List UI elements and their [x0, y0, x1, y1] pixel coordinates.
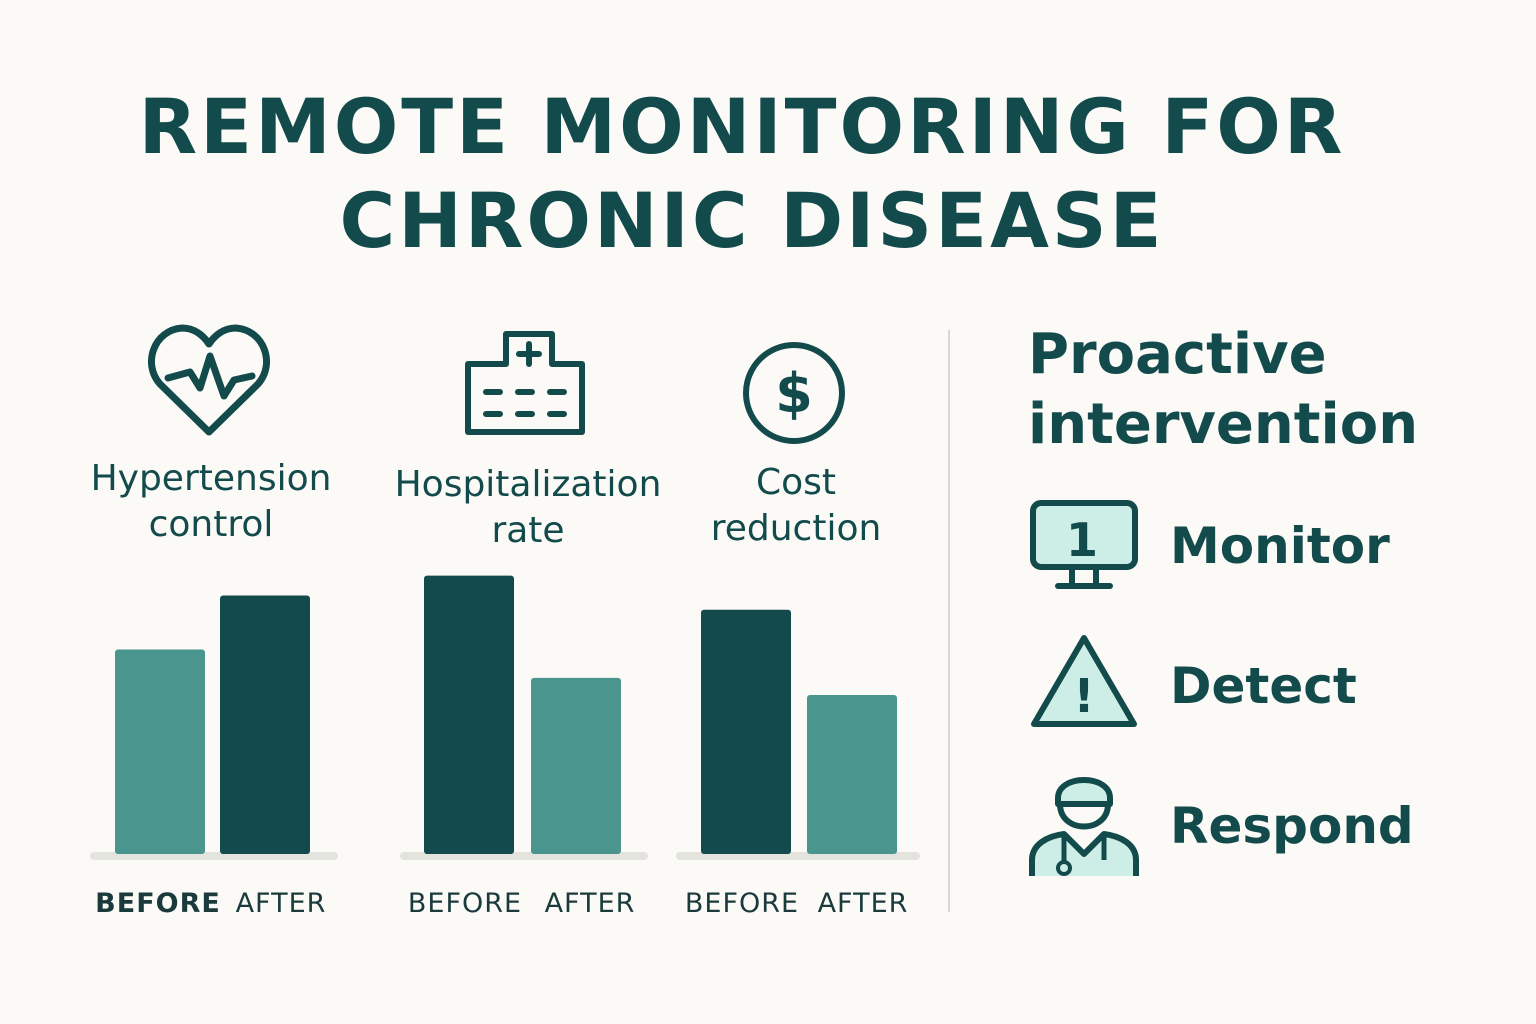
step-monitor: Monitor	[1170, 517, 1390, 575]
bar-before-3	[701, 609, 791, 854]
svg-text:$: $	[775, 362, 813, 425]
bar-after-2	[531, 677, 621, 854]
metric-label-line: rate	[491, 510, 565, 551]
section-divider	[948, 330, 950, 912]
step-detect: Detect	[1170, 657, 1357, 715]
hospital-icon	[465, 331, 585, 435]
metric-label-hypertension: Hypertension control	[51, 456, 371, 548]
monitor-icon: 1	[1030, 500, 1138, 589]
metric-label-line: Hypertension	[90, 458, 332, 499]
step-respond: Respond	[1170, 797, 1414, 855]
tick-label-after: AFTER	[818, 888, 909, 919]
bar-before-1	[115, 649, 205, 854]
title-line-1: REMOTE MONITORING FOR	[138, 82, 1346, 171]
tick-label-after: AFTER	[236, 888, 327, 919]
panel-title-line-2: intervention	[1028, 392, 1419, 457]
panel-title-line-1: Proactive	[1028, 322, 1327, 387]
bar-after-1	[220, 595, 310, 854]
tick-label-after: AFTER	[545, 888, 636, 919]
tick-label-before: BEFORE	[685, 888, 799, 919]
tick-label-before: BEFORE	[408, 888, 522, 919]
bar-after-3	[807, 694, 897, 854]
bar-charts: BEFORE AFTER BEFORE AFTER BEFORE AFTER	[90, 575, 920, 919]
tick-label-before: BEFORE	[95, 888, 221, 919]
metric-label-hospitalization: Hospitalization rate	[368, 462, 688, 554]
metric-label-line: control	[148, 504, 274, 545]
warning-icon-text: !	[1074, 669, 1095, 723]
warning-icon: !	[1031, 635, 1137, 727]
metric-label-line: reduction	[710, 508, 882, 549]
panel-title: Proactive intervention	[1028, 320, 1418, 460]
metric-label-line: Hospitalization	[394, 464, 662, 505]
dollar-icon: $	[743, 342, 845, 444]
monitor-icon-text: 1	[1066, 513, 1098, 567]
title-line-2: CHRONIC DISEASE	[339, 176, 1165, 265]
doctor-icon	[1029, 777, 1139, 876]
metric-label-cost: Cost reduction	[636, 460, 956, 552]
metric-label-line: Cost	[755, 462, 837, 503]
heart-pulse-icon	[148, 324, 270, 436]
bar-before-2	[424, 575, 514, 854]
